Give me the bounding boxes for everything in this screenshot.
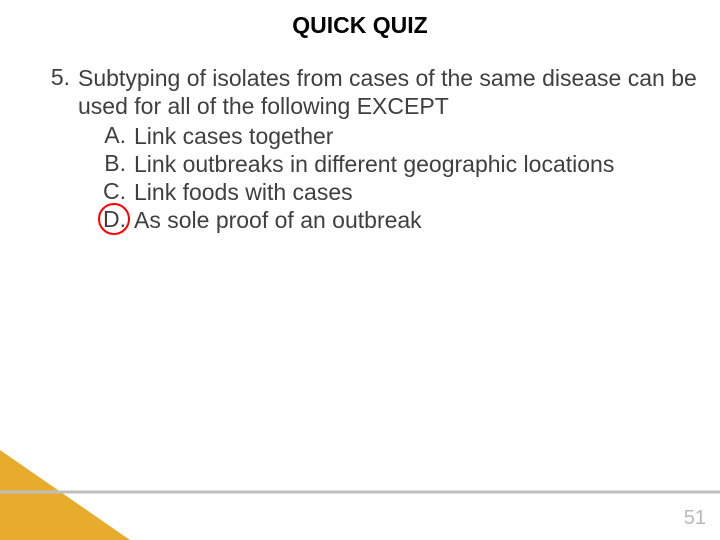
question-block: 5. Subtyping of isolates from cases of t… — [38, 64, 700, 234]
question-number: 5. — [38, 64, 78, 91]
option-row: D. As sole proof of an outbreak — [98, 206, 700, 234]
question-row: 5. Subtyping of isolates from cases of t… — [38, 64, 700, 120]
footer-triangle — [0, 450, 130, 540]
options-list: A. Link cases together B. Link outbreaks… — [98, 122, 700, 234]
option-letter: C. — [98, 178, 134, 205]
slide-title: QUICK QUIZ — [0, 12, 720, 39]
page-number: 51 — [684, 507, 706, 530]
slide: QUICK QUIZ 5. Subtyping of isolates from… — [0, 0, 720, 540]
option-text: Link foods with cases — [134, 178, 700, 206]
option-letter: A. — [98, 122, 134, 149]
option-text: Link cases together — [134, 122, 700, 150]
option-row: C. Link foods with cases — [98, 178, 700, 206]
option-letter: D. — [98, 206, 134, 233]
footer-decoration — [0, 450, 720, 540]
option-row: B. Link outbreaks in different geographi… — [98, 150, 700, 178]
question-text: Subtyping of isolates from cases of the … — [78, 64, 700, 120]
option-row: A. Link cases together — [98, 122, 700, 150]
option-letter: B. — [98, 150, 134, 177]
option-text: As sole proof of an outbreak — [134, 206, 700, 234]
option-text: Link outbreaks in different geographic l… — [134, 150, 700, 178]
